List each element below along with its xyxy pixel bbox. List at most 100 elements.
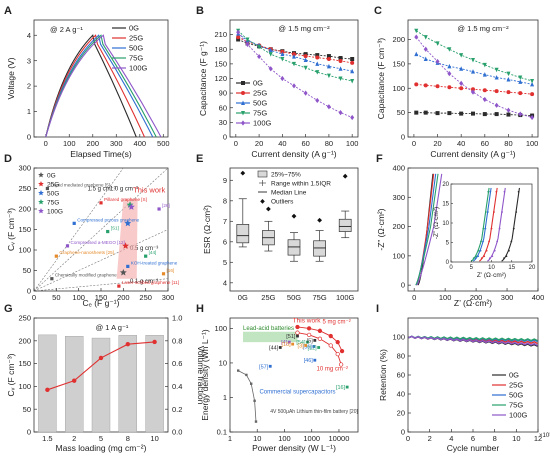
inset-data-point <box>510 240 513 243</box>
data-point <box>236 37 241 42</box>
data-point <box>482 112 487 117</box>
reference-point <box>144 254 148 258</box>
inset-series-line <box>470 187 490 262</box>
inset-data-point <box>483 255 486 258</box>
data-point <box>338 66 343 71</box>
data-point <box>506 71 511 77</box>
y-tick-label: 50 <box>23 266 31 275</box>
iqr-box <box>338 218 352 232</box>
data-point <box>315 53 320 58</box>
inset-data-point <box>482 227 485 230</box>
x-axis-title: Z’ (Ω·cm²) <box>454 298 492 308</box>
reference-point <box>50 277 54 281</box>
legend-label: 0G <box>509 371 519 380</box>
series-line <box>45 34 162 138</box>
inset-data-point <box>495 190 498 193</box>
y-tick-label: 60 <box>397 371 405 380</box>
data-point <box>414 110 419 115</box>
inset-data-point <box>493 249 496 252</box>
thin-film-curve <box>238 370 257 422</box>
x-tick-label: 100 <box>526 139 539 148</box>
inset-data-point <box>496 240 499 243</box>
data-point <box>303 57 308 62</box>
legend-label: 25G <box>47 182 59 189</box>
legend-label: 100G <box>129 64 148 73</box>
x-tick-label: 400 <box>134 139 147 148</box>
data-point <box>292 83 296 89</box>
y-tick-label: 0.1 <box>217 428 227 437</box>
x-tick-label: 400 <box>532 293 545 302</box>
y-tick-label: 0.6 <box>172 359 182 368</box>
inset-data-point <box>491 255 494 258</box>
data-point <box>530 92 535 97</box>
reference-label: Laser-scribed graphene [11] <box>122 280 179 285</box>
inset-series-line <box>479 187 498 262</box>
data-point <box>241 111 245 116</box>
data-point <box>447 63 452 69</box>
series-line <box>416 173 443 286</box>
inset-data-point <box>490 227 493 230</box>
data-point <box>303 90 308 96</box>
y-axis-title: Cᵥ (F cm⁻³) <box>6 208 16 251</box>
data-point <box>241 91 245 95</box>
y-tick-label: 100 <box>392 333 405 342</box>
x-tick-label: 300 <box>501 293 514 302</box>
x-tick-label: 150 <box>95 293 108 302</box>
y-tick-label: 0.8 <box>172 336 182 345</box>
this-work-point <box>339 348 345 354</box>
data-point <box>350 68 355 74</box>
x-tick-label: 4 <box>449 434 453 443</box>
this-work-point <box>335 351 340 357</box>
y-tick-label: 200 <box>18 205 31 214</box>
reference-point <box>296 334 299 338</box>
y-tick-label: 100 <box>18 246 31 255</box>
y-tick-label: 400 <box>392 164 405 173</box>
data-point <box>303 54 308 59</box>
thin-film-point <box>237 369 240 372</box>
reference-point <box>161 272 166 276</box>
x-tick-label: 100 <box>278 434 291 443</box>
data-point <box>414 51 419 57</box>
data-point <box>414 28 419 34</box>
data-point <box>326 73 331 79</box>
data-point <box>494 112 499 117</box>
y-tick-label: 1.0 <box>172 314 182 323</box>
reference-point <box>106 229 110 234</box>
x-tick-label: 20 <box>433 139 441 148</box>
data-point <box>494 67 499 73</box>
inset-data-point <box>488 257 491 259</box>
reference-point <box>304 344 308 347</box>
data-point <box>435 58 440 65</box>
x-tick-label: 200 <box>87 139 100 148</box>
inset-x-tick-label: 20 <box>529 265 536 271</box>
x-tick-label: 0 <box>32 293 36 302</box>
density-label: 0.5 g cm⁻³ <box>130 246 158 252</box>
legend-label: 50G <box>129 44 143 53</box>
data-point <box>447 71 452 77</box>
x-axis-title: Mass loading (mg cm⁻²) <box>56 443 147 453</box>
data-point <box>350 57 355 61</box>
y-tick-label: 0 <box>27 428 31 437</box>
density-guide <box>33 229 169 292</box>
inset-data-point <box>508 249 510 252</box>
data-point <box>471 111 475 116</box>
inset-data-point <box>484 211 487 213</box>
y-tick-label: 0 <box>401 428 405 437</box>
inset-data-point <box>482 240 484 243</box>
data-point <box>482 88 487 93</box>
inset-data-point <box>503 190 506 193</box>
legend-label: Range within 1.5IQR <box>271 181 331 188</box>
condition-note: @ 1.5 mg cm⁻² <box>457 24 509 33</box>
reference-point <box>312 345 316 348</box>
x-tick-label: 8 <box>126 434 130 443</box>
y-axis-title: Cᵥ (F cm⁻³) <box>6 353 16 396</box>
reference-point <box>157 207 161 211</box>
inset-data-point <box>512 227 515 230</box>
legend-label: 25G <box>129 34 143 43</box>
y-tick-label: 250 <box>18 314 31 323</box>
condition-note: @ 1.5 mg cm⁻² <box>278 24 330 33</box>
y-tick-label: 7 <box>223 217 227 226</box>
reference-point <box>268 364 272 368</box>
